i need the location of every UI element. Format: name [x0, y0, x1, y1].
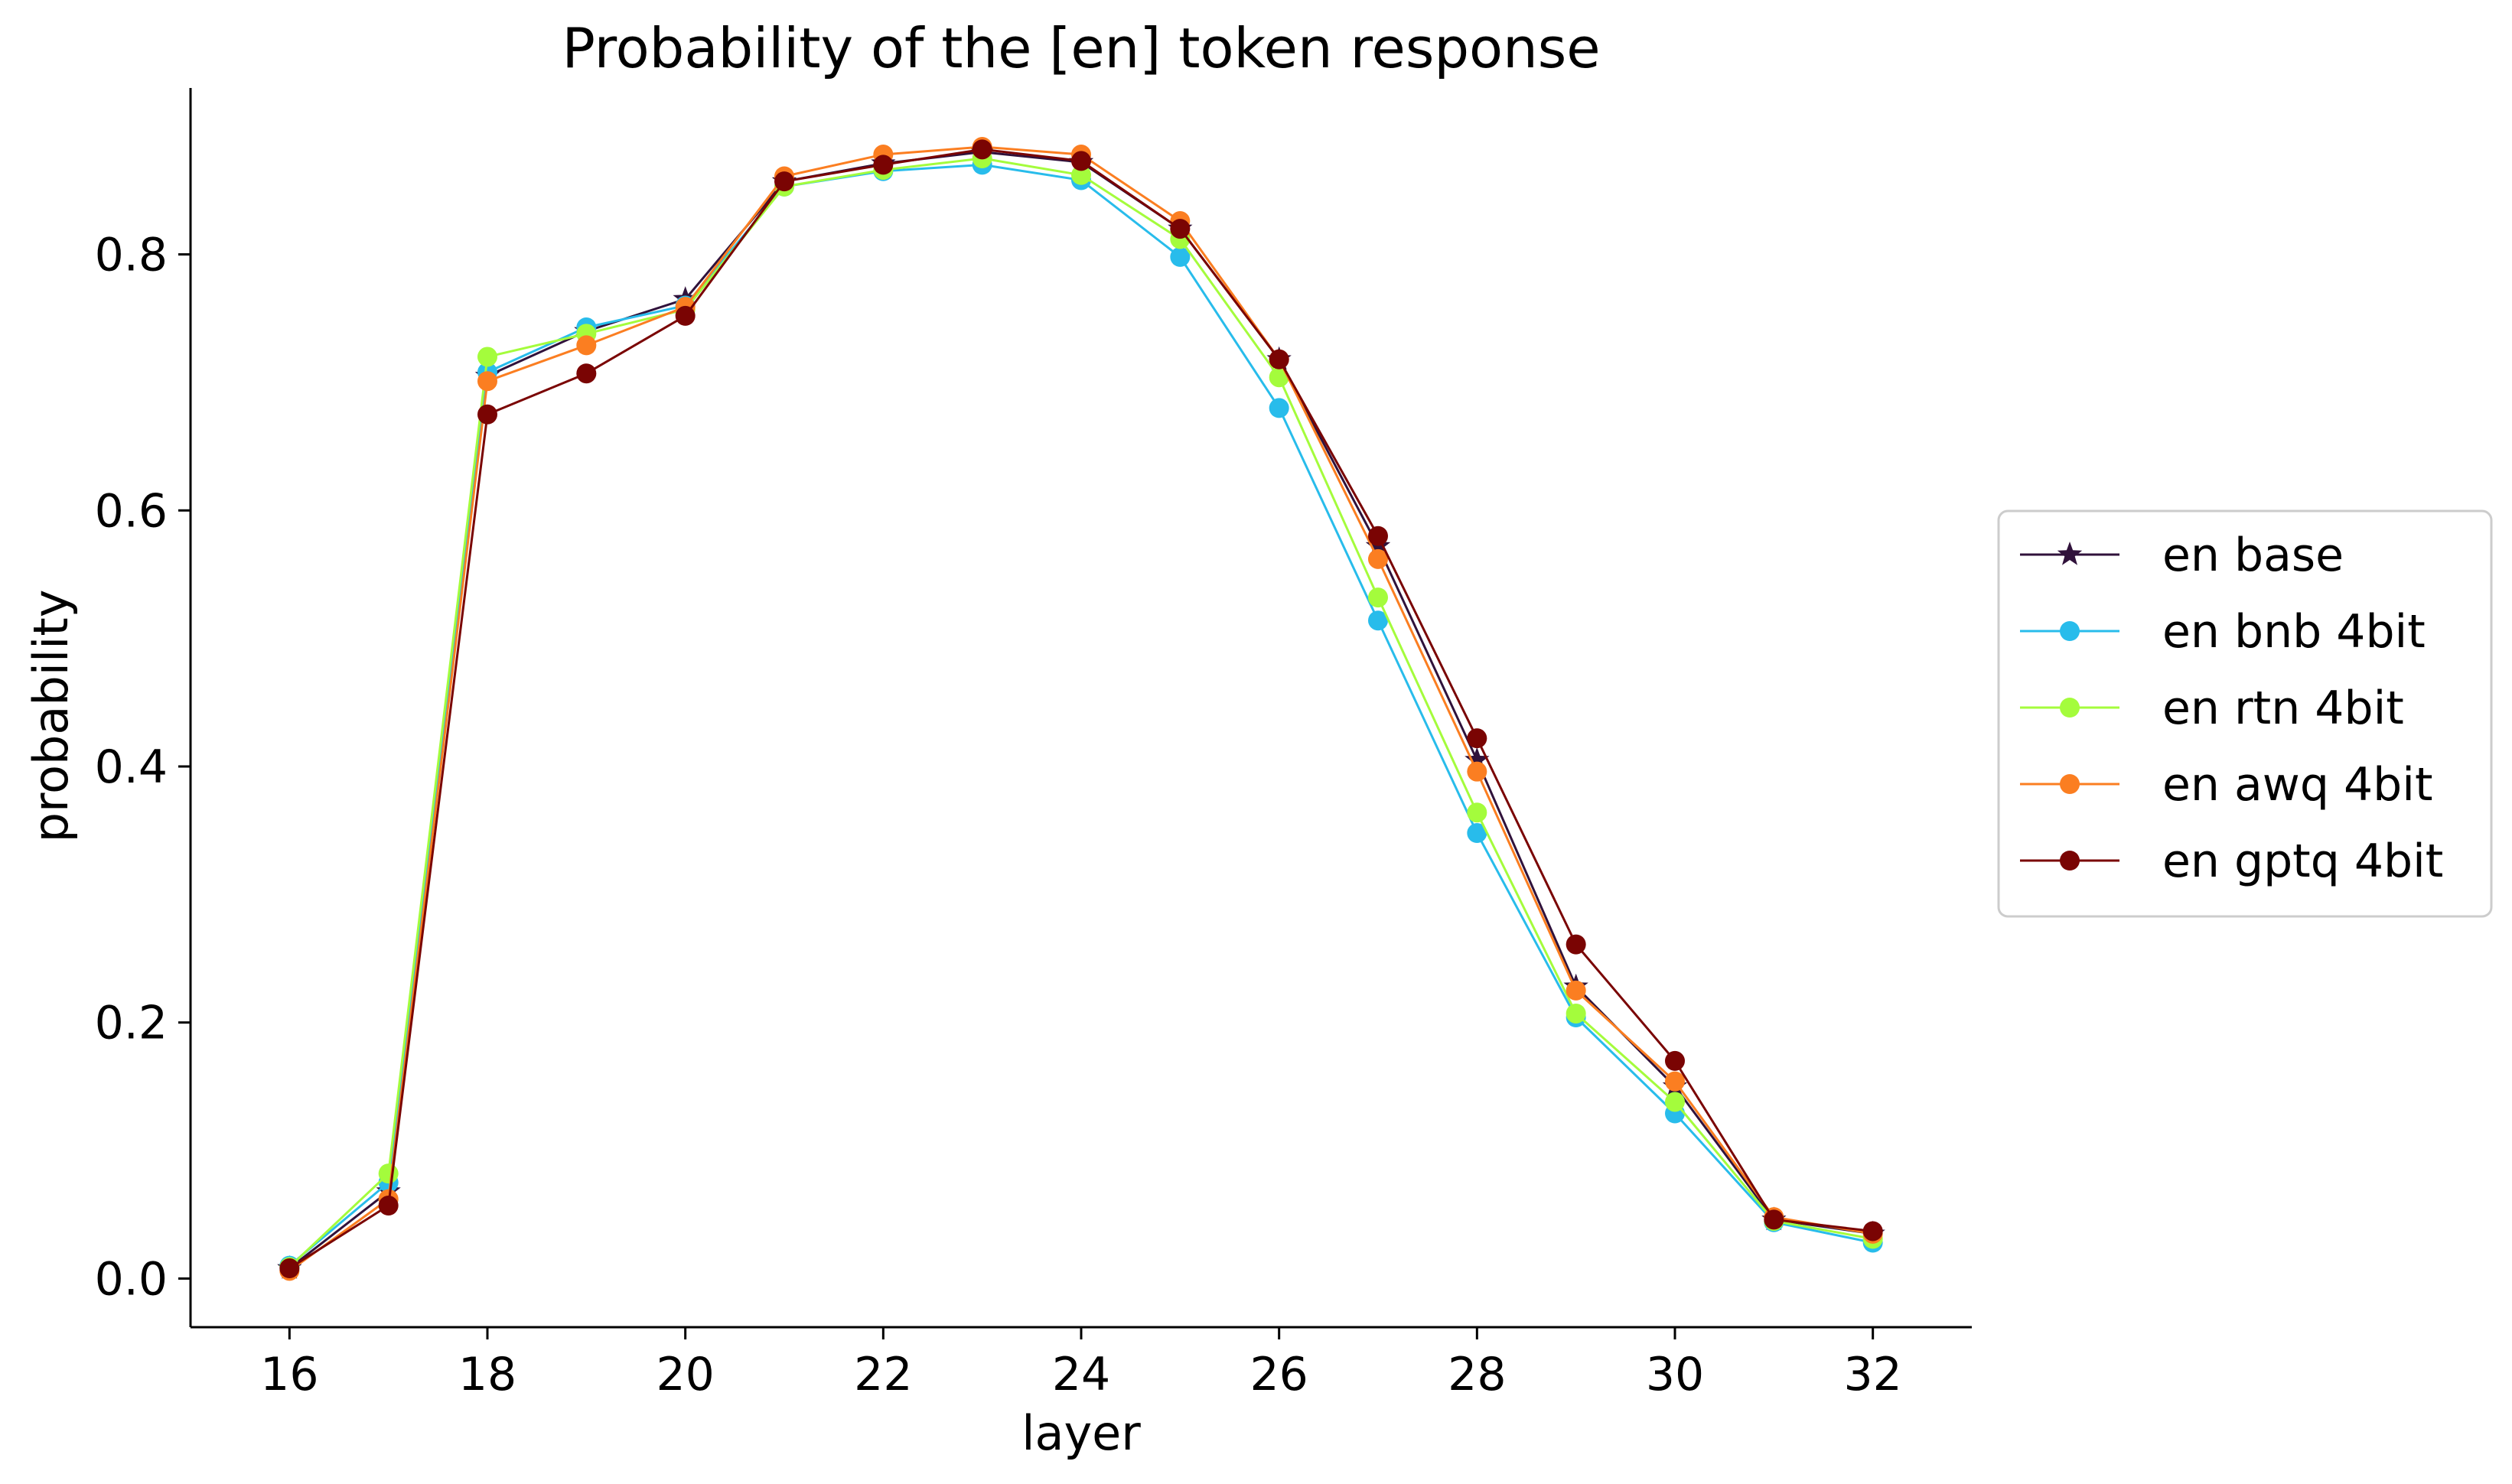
series-layer [277, 136, 1885, 1281]
legend-item-en-bnb-4bit: en bnb 4bit [2020, 605, 2426, 659]
data-point [1071, 164, 1091, 185]
data-point [1566, 1003, 1586, 1024]
data-point [1566, 934, 1586, 955]
legend-marker [2060, 774, 2080, 794]
data-point [1465, 747, 1490, 771]
legend-marker [2060, 698, 2080, 718]
y-ticks: 0.0 0.2 0.4 0.6 0.8 [95, 229, 191, 1306]
series-line [288, 157, 1873, 1268]
series-en-awq-4bit [279, 136, 1883, 1281]
data-point [1665, 1092, 1685, 1112]
y-tick-label: 0.4 [95, 740, 168, 794]
legend-item-en-awq-4bit: en awq 4bit [2020, 758, 2432, 812]
data-point [1368, 548, 1388, 569]
data-point [1467, 761, 1487, 782]
data-point [1665, 1071, 1685, 1092]
data-point [1368, 526, 1388, 546]
x-tick-label: 32 [1843, 1348, 1901, 1401]
y-axis-label: probability [23, 590, 79, 843]
data-point [477, 371, 497, 392]
data-point [1269, 398, 1289, 418]
series-line [288, 145, 1873, 1272]
data-point [1269, 367, 1289, 388]
x-tick-label: 16 [260, 1348, 318, 1401]
data-point [1566, 980, 1586, 1001]
x-tick-label: 28 [1448, 1348, 1506, 1401]
x-tick-label: 20 [656, 1348, 714, 1401]
x-tick-label: 22 [854, 1348, 912, 1401]
data-point [378, 1196, 399, 1216]
x-tick-label: 30 [1646, 1348, 1704, 1401]
legend-marker [2060, 851, 2080, 871]
y-tick-label: 0.0 [95, 1252, 168, 1306]
legend-frame [1997, 509, 2493, 918]
data-point [1368, 587, 1388, 608]
data-point [1071, 151, 1091, 171]
data-point [279, 1258, 300, 1279]
series-en-base [277, 138, 1885, 1279]
data-point [1269, 349, 1289, 369]
series-line [288, 163, 1874, 1267]
legend-item-en-base: en base [2020, 529, 2344, 582]
x-ticks: 16 18 20 22 24 26 28 30 32 [260, 1327, 1902, 1401]
x-tick-label: 18 [458, 1348, 516, 1401]
axes: 16 18 20 22 24 26 28 30 32 0.0 0.2 0.4 0.6 0.8 [95, 88, 1972, 1401]
x-tick-label: 26 [1249, 1348, 1308, 1401]
series-en-rtn-4bit [279, 148, 1883, 1277]
legend-label: en awq 4bit [2162, 758, 2432, 812]
data-point [1467, 823, 1487, 844]
data-point [378, 1163, 399, 1184]
legend-marker [2057, 542, 2083, 565]
series-en-gptq-4bit [279, 139, 1883, 1279]
legend: en base en bnb 4bit en rtn 4bit en awq 4bit… [1997, 509, 2493, 918]
data-point [1862, 1221, 1883, 1242]
data-point [1170, 246, 1191, 267]
data-point [873, 155, 894, 175]
data-point [675, 305, 696, 326]
x-axis-label: layer [1021, 1405, 1141, 1461]
y-tick-label: 0.2 [95, 997, 168, 1050]
data-point [1665, 1050, 1685, 1071]
legend-items: en base en bnb 4bit en rtn 4bit en awq 4bit… [2020, 529, 2443, 888]
series-line [288, 151, 1873, 1270]
legend-marker [2060, 621, 2080, 641]
plot-area: 16 18 20 22 24 26 28 30 32 0.0 0.2 0.4 0.6 0.8 [95, 88, 1972, 1401]
data-point [1467, 728, 1487, 749]
data-point [477, 404, 497, 425]
series-line [288, 148, 1873, 1270]
data-point [1764, 1209, 1784, 1230]
y-tick-label: 0.6 [95, 484, 168, 538]
data-point [972, 139, 992, 160]
legend-label: en gptq 4bit [2162, 835, 2443, 888]
legend-label: en bnb 4bit [2162, 605, 2426, 659]
data-point [576, 363, 597, 384]
data-point [774, 171, 794, 192]
data-point [1170, 219, 1191, 239]
data-point [576, 335, 597, 356]
data-point [1467, 802, 1487, 823]
legend-item-en-gptq-4bit: en gptq 4bit [2020, 835, 2443, 888]
data-point [1368, 610, 1388, 631]
legend-label: en base [2162, 529, 2344, 582]
series-en-bnb-4bit [279, 155, 1883, 1276]
chart-title: Probability of the [en] token response [562, 16, 1600, 80]
data-point [477, 347, 497, 367]
y-tick-label: 0.8 [95, 229, 168, 282]
legend-label: en rtn 4bit [2162, 682, 2404, 735]
legend-item-en-rtn-4bit: en rtn 4bit [2020, 682, 2404, 735]
x-tick-label: 24 [1052, 1348, 1110, 1401]
